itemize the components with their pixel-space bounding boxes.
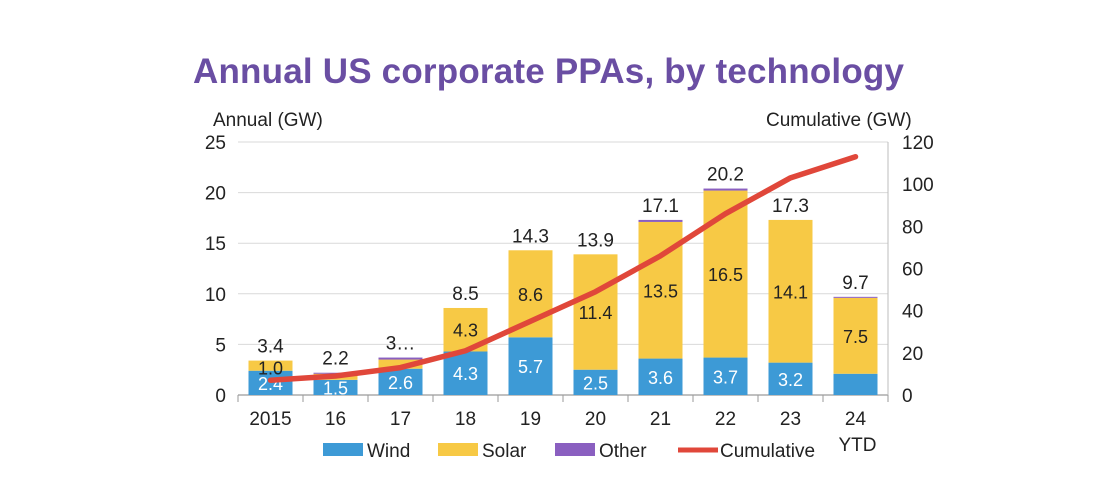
total-label: 17.3 (772, 196, 809, 217)
right-tick-label: 40 (902, 302, 923, 323)
total-label: 3… (386, 334, 416, 355)
x-tick-label: 19 (520, 409, 541, 430)
total-label: 14.3 (512, 226, 549, 247)
legend-swatch-solar (438, 443, 478, 456)
data-label-solar: 8.6 (518, 285, 543, 305)
data-label-wind: 3.6 (648, 368, 673, 388)
bar-other (638, 219, 683, 222)
right-tick-label: 60 (902, 260, 923, 281)
total-label: 2.2 (322, 349, 348, 370)
right-tick-label: 20 (902, 344, 923, 365)
right-tick-label: 0 (902, 386, 913, 407)
total-label: 9.7 (842, 273, 868, 294)
bar-wind (443, 351, 488, 395)
bar-solar (833, 297, 878, 374)
left-tick-label: 5 (215, 335, 226, 356)
bar-other (378, 357, 423, 360)
cumulative-line (267, 154, 859, 383)
left-tick-label: 20 (205, 184, 226, 205)
total-label: 13.9 (577, 230, 614, 251)
bar-wind (833, 373, 878, 395)
legend-label-wind: Wind (367, 441, 410, 462)
data-label-wind: 1.5 (323, 378, 348, 398)
right-tick-label: 80 (902, 217, 923, 238)
left-tick-label: 15 (205, 234, 226, 255)
bar-wind (378, 368, 423, 395)
bar-wind (573, 369, 618, 395)
total-label: 20.2 (707, 165, 744, 186)
left-tick-label: 0 (215, 386, 226, 407)
data-label-wind: 2.5 (583, 373, 608, 393)
x-tick-label: 18 (455, 409, 476, 430)
right-axis-title: Cumulative (GW) (766, 110, 912, 131)
left-tick-label: 10 (205, 285, 226, 306)
data-label-wind: 3.2 (778, 370, 803, 390)
bar-wind (703, 357, 748, 395)
bar-other (313, 372, 358, 374)
x-tick-label: 24 (845, 409, 867, 430)
data-label-wind: 4.3 (453, 364, 478, 384)
bar-other (703, 188, 748, 191)
x-tick-label: 2015 (249, 409, 291, 430)
data-label-solar: 16.5 (708, 265, 743, 285)
data-label-wind: 3.7 (713, 367, 738, 387)
total-label: 17.1 (642, 196, 679, 217)
x-tick-label: 23 (780, 409, 801, 430)
total-label: 3.4 (257, 337, 284, 358)
bar-solar (768, 219, 813, 363)
data-label-solar: 7.5 (843, 327, 868, 347)
bar-solar (248, 360, 293, 371)
x-tick-label: 16 (325, 409, 346, 430)
legend-swatch-other (555, 443, 595, 456)
x-tick-label: 17 (390, 409, 411, 430)
data-label-solar: 1.0 (258, 359, 283, 379)
data-label-wind: 5.7 (518, 357, 543, 377)
bar-solar (573, 254, 618, 370)
right-tick-label: 120 (902, 133, 934, 154)
bar-other (833, 296, 878, 298)
bar-solar (378, 359, 423, 369)
x-tick-label: 21 (650, 409, 671, 430)
right-tick-label: 100 (902, 175, 934, 196)
bar-wind (638, 358, 683, 395)
left-axis-title: Annual (GW) (213, 110, 323, 131)
data-label-solar: 14.1 (773, 282, 808, 302)
x-tick-label: 20 (585, 409, 606, 430)
x-tick-label-suffix: YTD (839, 435, 877, 456)
left-tick-label: 25 (205, 133, 226, 154)
legend-label-solar: Solar (482, 441, 527, 462)
data-label-solar: 4.3 (453, 321, 478, 341)
data-label-solar: 11.4 (579, 303, 613, 323)
data-label-solar: 13.5 (643, 281, 678, 301)
bar-wind (768, 362, 813, 395)
bar-wind (313, 379, 358, 395)
legend-label-cumulative: Cumulative (720, 441, 815, 462)
bar-wind (508, 337, 553, 395)
legend-label-other: Other (599, 441, 647, 462)
bar-solar (703, 190, 748, 358)
data-label-wind: 2.6 (388, 373, 413, 393)
chart-title: Annual US corporate PPAs, by technology (193, 52, 905, 91)
x-tick-label: 22 (715, 409, 736, 430)
total-label: 8.5 (452, 284, 478, 305)
legend-swatch-wind (323, 443, 363, 456)
